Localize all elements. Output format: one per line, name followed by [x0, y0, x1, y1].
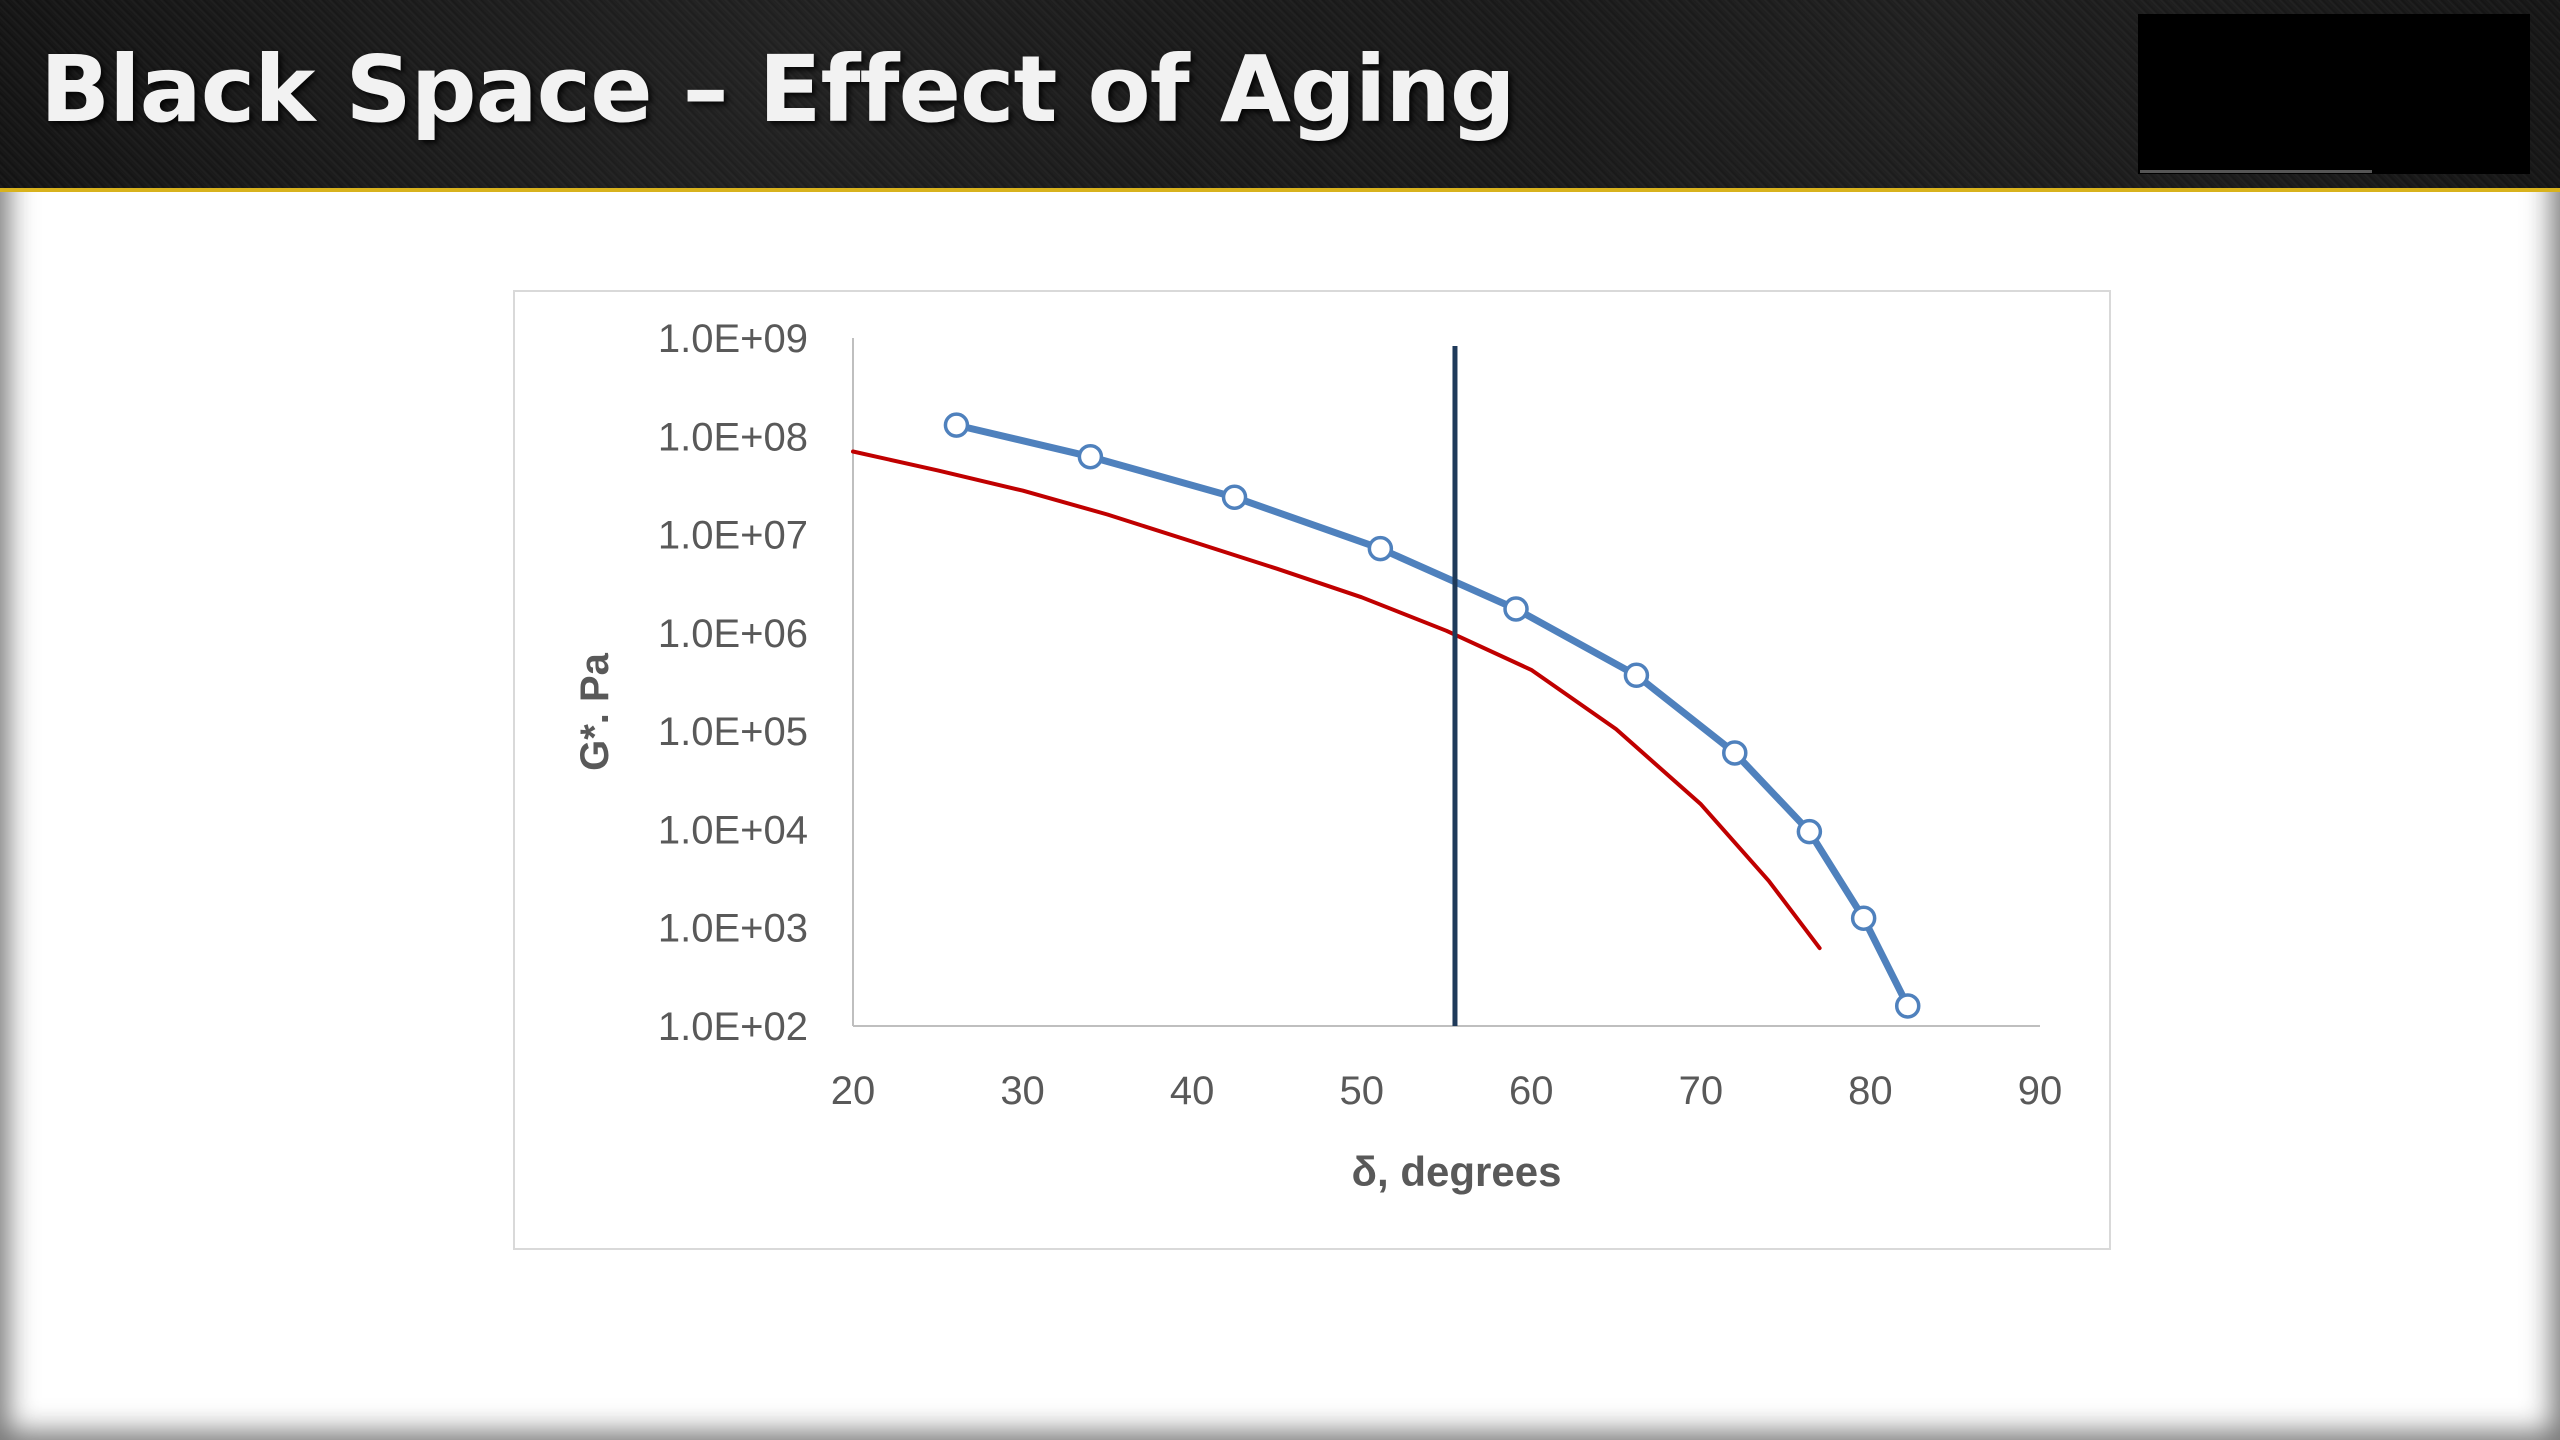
x-tick-label: 50 — [1339, 1069, 1384, 1113]
title-banner: Black Space – Effect of Aging — [0, 0, 2560, 192]
logo-divider — [2140, 170, 2372, 173]
data-point-marker — [1850, 905, 1877, 931]
y-tick-label: 1.0E+08 — [658, 415, 808, 459]
data-point-marker — [1623, 662, 1650, 689]
x-tick-label: 60 — [1509, 1069, 1554, 1113]
y-tick-label: 1.0E+04 — [658, 808, 808, 852]
data-point-marker — [1503, 596, 1529, 622]
data-point-marker — [1221, 484, 1248, 510]
y-tick-label: 1.0E+02 — [658, 1005, 808, 1049]
slide-title: Black Space – Effect of Aging — [40, 36, 1516, 143]
y-tick-label: 1.0E+06 — [658, 612, 808, 656]
x-tick-labels: 20 30 40 50 60 70 80 90 — [831, 1069, 2063, 1113]
data-point-marker — [1077, 443, 1104, 470]
chart-svg: 1.0E+02 1.0E+03 1.0E+04 1.0E+05 1.0E+06 1.0E+… — [573, 317, 2063, 1195]
y-tick-label: 1.0E+05 — [658, 710, 808, 754]
x-tick-label: 20 — [831, 1069, 876, 1113]
y-tick-label: 1.0E+07 — [658, 514, 808, 558]
x-tick-label: 70 — [1679, 1069, 1724, 1113]
data-point-marker — [1367, 535, 1394, 562]
y-tick-labels: 1.0E+02 1.0E+03 1.0E+04 1.0E+05 1.0E+06 1.0E+… — [658, 317, 808, 1049]
x-axis-label: δ, degrees — [1352, 1148, 1562, 1195]
data-point-marker — [1894, 993, 1921, 1019]
series-line-2 — [851, 449, 1822, 951]
x-tick-label: 90 — [2018, 1069, 2063, 1113]
data-point-marker — [1722, 740, 1748, 766]
data-point-marker — [1796, 818, 1823, 845]
y-tick-label: 1.0E+03 — [658, 907, 808, 951]
chart-frame: 1.0E+02 1.0E+03 1.0E+04 1.0E+05 1.0E+06 1.0E+… — [513, 290, 2111, 1250]
y-tick-label: 1.0E+09 — [658, 317, 808, 361]
x-tick-label: 80 — [1848, 1069, 1893, 1113]
logo-area — [2138, 14, 2530, 174]
series-layer — [851, 412, 1921, 1019]
y-axis-label: G*. Pa — [573, 652, 617, 771]
series-line-1 — [952, 421, 1912, 1010]
x-tick-label: 30 — [1000, 1069, 1045, 1113]
data-point-marker — [943, 412, 970, 438]
x-tick-label: 40 — [1170, 1069, 1215, 1113]
